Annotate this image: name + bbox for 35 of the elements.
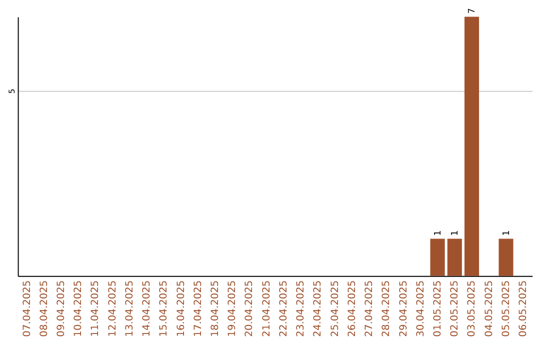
x-tick-label: 30.04.2025: [415, 280, 426, 337]
x-tick-label: 07.04.2025: [22, 280, 33, 337]
x-tick-label: 02.05.2025: [450, 280, 461, 337]
x-tick-label: 23.04.2025: [296, 280, 307, 337]
x-tick-label: 17.04.2025: [192, 280, 204, 337]
x-tick-label: 27.04.2025: [364, 280, 376, 337]
y-tick-label: 5: [7, 88, 16, 94]
data-label: 1: [450, 230, 461, 236]
x-tick-label: 13.04.2025: [124, 280, 136, 337]
x-tick-label: 14.04.2025: [142, 280, 153, 337]
x-tick-label: 04.05.2025: [484, 280, 495, 337]
data-label: 7: [468, 8, 478, 14]
x-tick-label: 15.04.2025: [158, 280, 170, 337]
x-tick-label: 11.04.2025: [90, 280, 102, 337]
x-tick-label: 24.04.2025: [312, 280, 324, 337]
x-tick-label: 01.05.2025: [432, 280, 444, 337]
x-tick-label: 08.04.2025: [38, 280, 50, 337]
x-tick-label: 20.04.2025: [244, 280, 256, 337]
x-tick-label: 21.04.2025: [261, 280, 272, 337]
x-tick-label: 22.04.2025: [278, 280, 290, 337]
x-tick-label: 28.04.2025: [381, 280, 392, 337]
x-tick-label: 06.05.2025: [518, 280, 530, 337]
x-tick-label: 19.04.2025: [227, 280, 238, 337]
x-tick-label: 18.04.2025: [210, 280, 222, 337]
x-tick-label: 03.05.2025: [466, 280, 478, 337]
x-tick-label: 26.04.2025: [346, 280, 358, 337]
x-tick-label: 25.04.2025: [330, 280, 341, 337]
x-tick-label: 05.05.2025: [500, 280, 512, 337]
x-tick-label: 09.04.2025: [56, 280, 67, 337]
data-label: 1: [434, 230, 444, 236]
x-tick-label: 29.04.2025: [398, 280, 410, 337]
x-tick-label: 10.04.2025: [73, 280, 84, 337]
data-label: 1: [502, 230, 512, 236]
x-tick-label: 12.04.2025: [107, 280, 118, 337]
x-tick-label: 16.04.2025: [176, 280, 187, 337]
